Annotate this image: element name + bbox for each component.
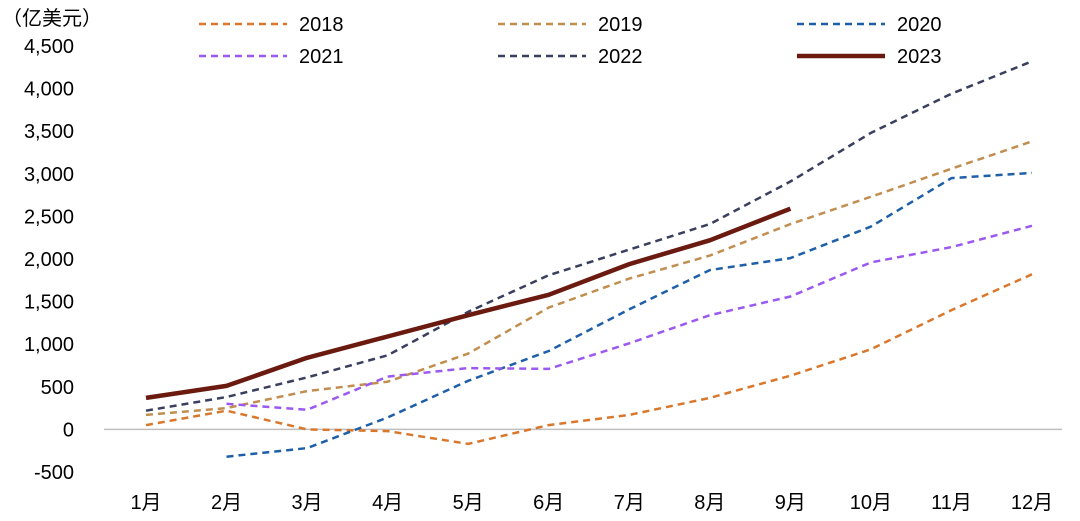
series-line-2022 [145,60,1033,412]
y-tick-label: 4,000 [24,79,74,101]
x-tick-label: 8月 [694,492,725,514]
y-tick-label: 4,500 [24,36,74,58]
series-line-2021 [226,224,1033,412]
x-tick-label: 2月 [211,492,242,514]
legend-label-2019: 2019 [598,14,643,36]
x-tick-label: 11月 [931,492,972,514]
x-tick-label: 4月 [372,492,403,514]
x-tick-label: 12月 [1011,492,1053,514]
x-tick-label: 3月 [292,492,323,514]
series-line-2020 [226,171,1033,458]
x-tick-label: 7月 [614,492,645,514]
y-tick-label: 3,500 [24,121,74,143]
y-tick-label: -500 [34,462,74,484]
y-tick-label: 3,000 [24,164,74,186]
x-axis: 1月 2月 3月 4月 5月 6月 7月 8月 9月 10月 11月 12月 [130,492,1053,514]
legend-label-2021: 2021 [299,46,344,68]
y-axis: 4,500 4,000 3,500 3,000 2,500 2,000 1,500 1,000… [24,36,74,484]
y-tick-label: 1,000 [24,334,74,356]
unit-label: （亿美元） [2,7,102,30]
y-tick-label: 1,500 [24,292,74,314]
legend-label-2020: 2020 [897,14,942,36]
series-line-2019 [145,140,1033,417]
legend-label-2018: 2018 [299,14,344,36]
x-tick-label: 1月 [130,492,161,514]
y-tick-label: 2,000 [24,249,74,271]
legend-label-2022: 2022 [598,46,643,68]
legend: 2018 2019 2020 2021 2022 2023 [199,14,942,68]
x-tick-label: 10月 [850,492,892,514]
y-tick-label: 2,500 [24,206,74,228]
legend-label-2023: 2023 [897,46,942,68]
series-line-2018 [145,273,1033,446]
series-lines [145,60,1033,458]
y-tick-label: 0 [63,419,74,441]
x-tick-label: 6月 [533,492,564,514]
x-tick-label: 5月 [453,492,484,514]
y-tick-label: 500 [41,377,74,399]
x-tick-label: 9月 [775,492,806,514]
series-line-2023 [145,206,792,401]
